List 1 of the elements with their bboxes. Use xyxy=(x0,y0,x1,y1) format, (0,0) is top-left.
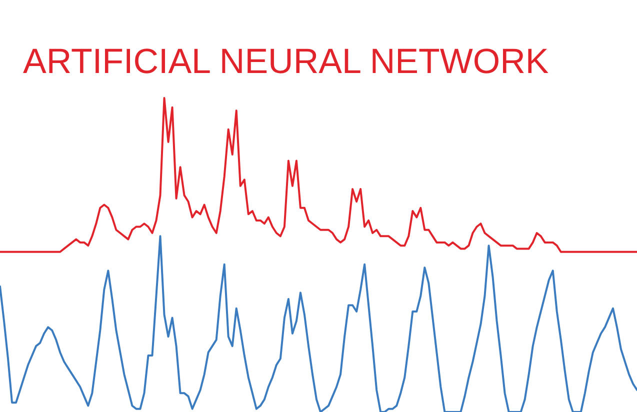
chart-title: ARTIFICIAL NEURAL NETWORK xyxy=(23,42,549,81)
